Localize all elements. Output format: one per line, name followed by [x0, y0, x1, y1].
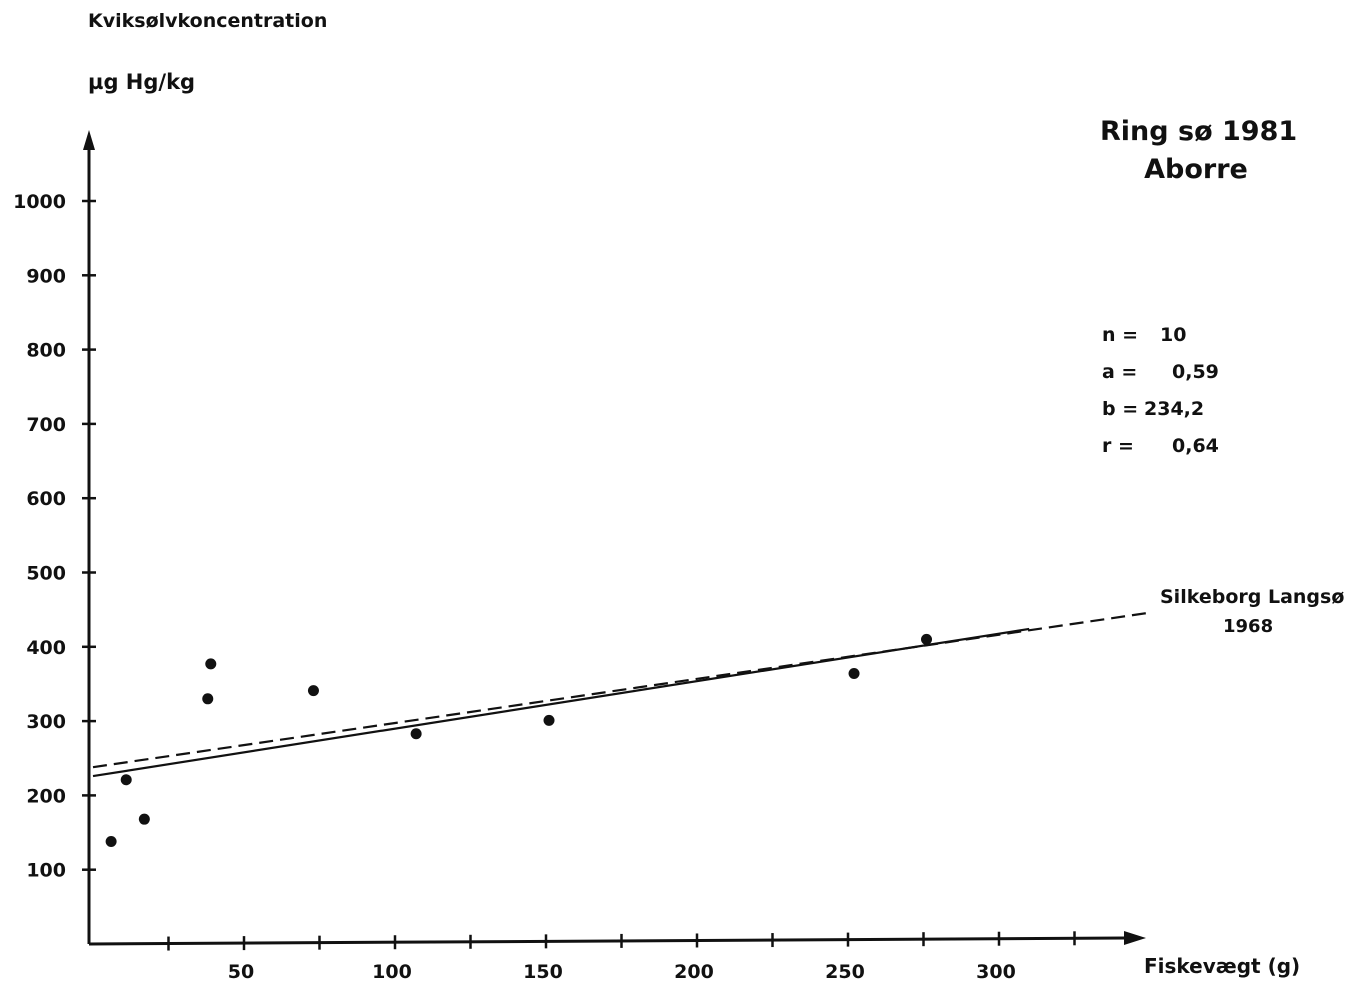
data-point: [205, 658, 217, 670]
stat-value: 10: [1160, 324, 1187, 346]
stat-value: 0,59: [1172, 361, 1219, 383]
y-tick-label: 300: [26, 711, 66, 733]
y-tick-label: 400: [26, 637, 66, 659]
axes: 100 200 300 400 500 600 700 800 900 1000 50 100 150 2…: [13, 130, 1146, 981]
y-tick-label: 600: [26, 488, 66, 510]
y-tick-label: 700: [26, 414, 66, 436]
stat-value: 0,64: [1172, 435, 1219, 457]
data-point: [543, 714, 555, 726]
stat-value: 234,2: [1144, 398, 1205, 420]
x-tick-label: 50: [228, 961, 254, 981]
data-point: [848, 668, 860, 680]
stat-key: r =: [1102, 435, 1134, 457]
x-axis-title: Fiskevægt (g): [1144, 954, 1301, 978]
stat-row-r: r = 0,64: [1102, 435, 1242, 471]
data-point: [921, 633, 933, 645]
stat-row-n: n = 10: [1102, 324, 1242, 360]
y-axis-arrow: [83, 130, 95, 150]
y-tick-label: 900: [26, 265, 66, 287]
chart-title: Ring sø 1981: [1100, 116, 1298, 147]
y-tick-label: 200: [26, 785, 66, 807]
x-tick-label: 150: [523, 961, 563, 981]
data-point: [307, 685, 319, 697]
data-point: [120, 774, 132, 786]
x-tick-label: 100: [372, 961, 412, 981]
y-axis-unit: µg Hg/kg: [88, 70, 196, 94]
data-point: [138, 813, 150, 825]
y-axis-title: Kviksølvkoncentration: [88, 10, 328, 32]
stat-key: a =: [1102, 361, 1138, 383]
stat-key: n =: [1102, 324, 1139, 346]
reference-line-year: 1968: [1223, 616, 1274, 637]
x-tick-label: 300: [976, 961, 1016, 981]
data-points: [105, 633, 933, 847]
x-axis-arrow: [1124, 931, 1146, 945]
x-tick-label: 200: [674, 961, 714, 981]
y-tick-label: 100: [26, 860, 66, 882]
data-point: [202, 693, 214, 705]
y-tick-label: 1000: [13, 191, 66, 213]
chart-subtitle: Aborre: [1144, 154, 1248, 185]
data-point: [105, 835, 117, 847]
stat-key: b =: [1102, 398, 1139, 420]
reference-line-label: Silkeborg Langsø: [1160, 586, 1345, 608]
stat-row-b: b = 234,2: [1102, 398, 1242, 434]
y-tick-label: 800: [26, 340, 66, 362]
reference-line: [92, 611, 1151, 769]
stat-row-a: a = 0,59: [1102, 361, 1242, 397]
y-tick-label: 500: [26, 563, 66, 585]
data-point: [410, 728, 422, 740]
trend-lines: [92, 611, 1151, 778]
x-tick-label: 250: [825, 961, 865, 981]
x-axis-line: [88, 936, 1126, 946]
